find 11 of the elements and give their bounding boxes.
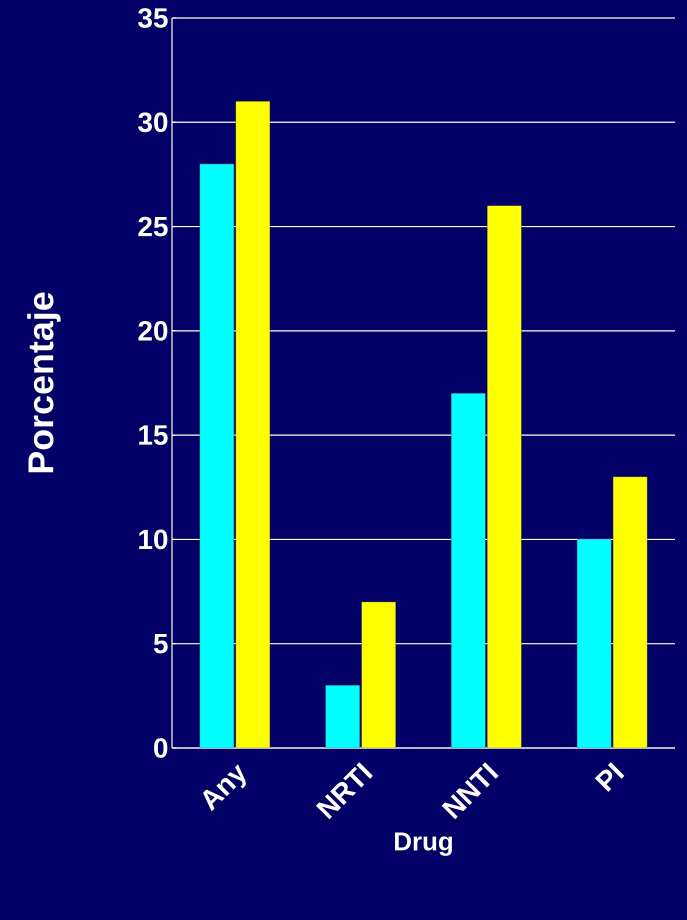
y-tick-label: 25	[138, 216, 168, 236]
y-tick-label: 10	[139, 530, 168, 550]
y-tick-label: 15	[139, 425, 168, 445]
y-axis-title: Porcentaje	[27, 292, 61, 472]
x-axis-title: Drug	[395, 832, 452, 856]
y-tick-label: 30	[138, 112, 168, 132]
y-tick-label: 5	[154, 634, 168, 654]
y-tick-label: 0	[154, 738, 168, 758]
y-tick-label: 35	[138, 8, 168, 28]
y-tick-label: 20	[138, 320, 168, 341]
x-tick-label: PI	[594, 762, 624, 792]
